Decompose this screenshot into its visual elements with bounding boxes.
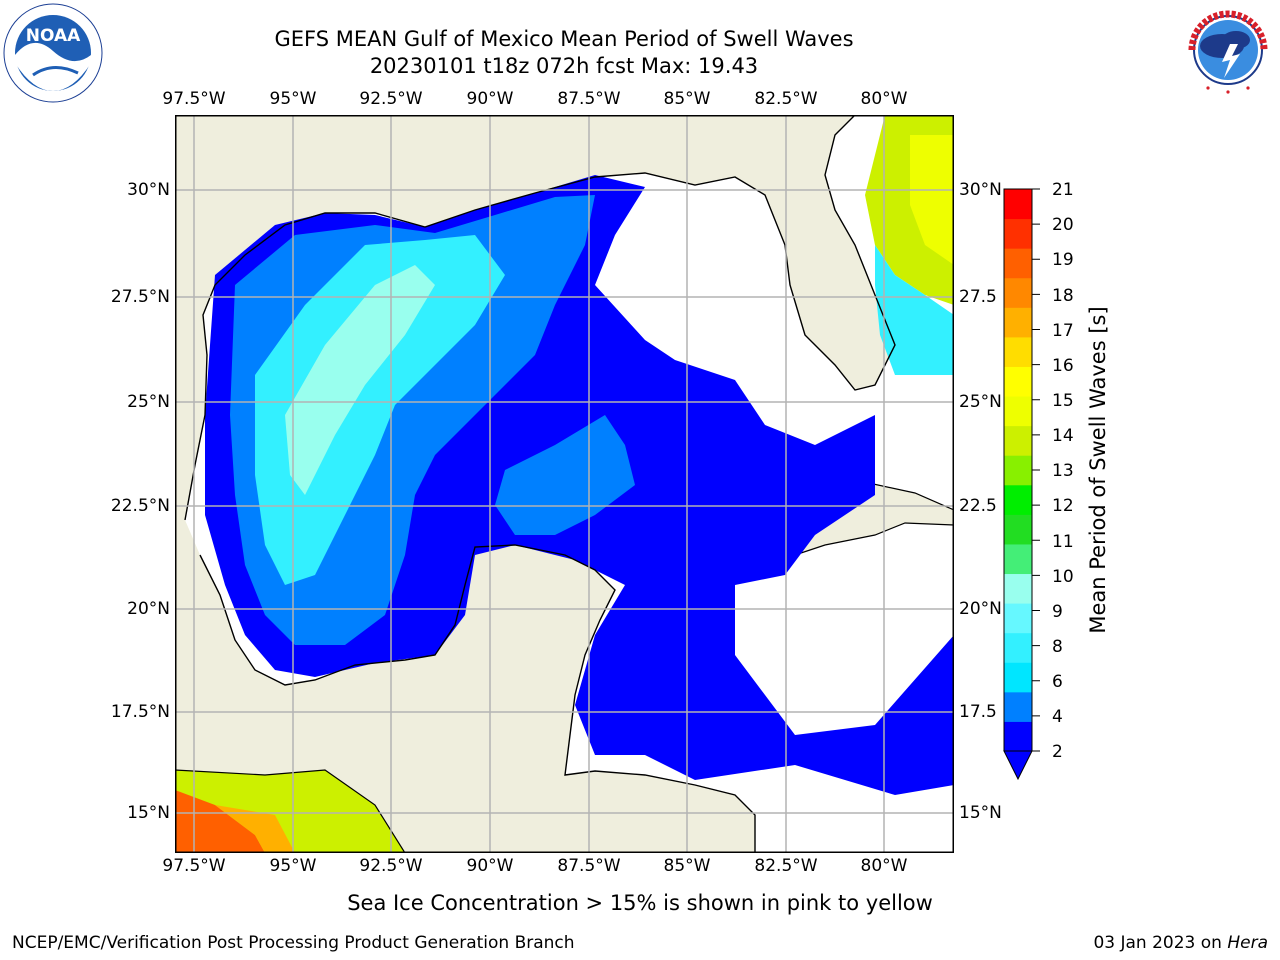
colorbar-extend-arrow [1003,750,1033,781]
colorbar-segment [1004,425,1032,456]
lon-tick-bottom: 92.5°W [359,856,423,876]
map-frame [175,115,954,853]
lon-tick-bottom: 80°W [860,856,908,876]
lat-tick-right: 22.5 [959,496,997,516]
svg-text:NOAA: NOAA [26,26,81,46]
colorbar-label: Mean Period of Swell Waves [s] [1086,306,1110,634]
colorbar-tick: 21 [1052,180,1074,200]
colorbar-tick: 4 [1052,707,1063,727]
lon-tick-top: 95°W [269,89,317,109]
colorbar-tick: 13 [1052,461,1074,481]
lon-tick-top: 97.5°W [162,89,226,109]
colorbar-segment [1004,691,1032,722]
atlantic-swell-inner [910,135,954,265]
lat-tick-left: 15°N [127,803,170,823]
colorbar-tick: 10 [1052,567,1074,587]
colorbar-tick: 20 [1052,215,1074,235]
colorbar-tick: 19 [1052,250,1074,270]
lat-tick-left: 25°N [127,392,170,412]
colorbar-segment [1004,248,1032,279]
colorbar-segment [1004,721,1032,752]
lon-tick-top: 82.5°W [754,89,818,109]
colorbar-segment [1004,632,1032,663]
coastline [184,115,896,521]
host-name: Hera [1227,933,1268,953]
noaa-logo: NOAA [3,3,103,103]
colorbar-segment [1004,484,1032,515]
lon-tick-bottom: 90°W [466,856,514,876]
map-title: GEFS MEAN Gulf of Mexico Mean Period of … [274,27,854,51]
pacific-swell-hot [175,790,265,853]
lon-tick-bottom: 87.5°W [557,856,621,876]
colorbar-tick: 9 [1052,602,1063,622]
lon-tick-bottom: 97.5°W [162,856,226,876]
map-subtitle: 20230101 t18z 072h fcst Max: 19.43 [369,54,759,78]
colorbar-segment [1004,543,1032,575]
colorbar-tick: 18 [1052,286,1074,306]
colorbar [1003,188,1040,781]
colorbar-segment [1004,307,1032,338]
gulf-of-mexico-map [175,115,954,853]
lon-tick-top: 85°W [663,89,711,109]
sea-ice-note: Sea Ice Concentration > 15% is shown in … [347,891,933,915]
colorbar-tick: 11 [1052,532,1074,552]
colorbar-segment [1004,396,1032,427]
lat-tick-right: 15°N [959,803,1002,823]
lon-tick-top: 92.5°W [359,89,423,109]
lat-tick-left: 20°N [127,599,170,619]
lat-tick-left: 27.5°N [110,287,170,307]
colorbar-segment [1004,573,1032,604]
colorbar-tick: 8 [1052,637,1063,657]
colorbar-segment [1004,662,1032,693]
colorbar-segment [1004,366,1032,397]
swell-band-4-6s-east [495,415,635,535]
colorbar-segment [1004,277,1032,308]
lat-tick-left: 30°N [127,180,170,200]
producer-credit: NCEP/EMC/Verification Post Processing Pr… [12,933,575,953]
lat-tick-right: 25°N [959,392,1002,412]
lon-tick-top: 80°W [860,89,908,109]
colorbar-segment [1004,336,1032,367]
lat-tick-right: 27.5 [959,287,997,307]
graticule [175,115,954,853]
lon-tick-bottom: 82.5°W [754,856,818,876]
run-date-stamp: 03 Jan 2023 on Hera [1093,933,1268,953]
colorbar-tick: 6 [1052,672,1063,692]
coastline-pacific [175,769,406,853]
colorbar-segment [1004,455,1032,486]
colorbar-tick: 2 [1052,742,1063,762]
colorbar-tick: 12 [1052,496,1074,516]
lon-tick-bottom: 95°W [269,856,317,876]
nws-logo [1180,2,1276,98]
colorbar-segment [1004,218,1032,249]
lon-tick-bottom: 85°W [663,856,711,876]
colorbar-tick: 17 [1052,321,1074,341]
lat-tick-right: 17.5 [959,702,997,722]
lon-tick-top: 90°W [466,89,514,109]
colorbar-tick: 15 [1052,391,1074,411]
coastline-yucatan [199,544,756,853]
lat-tick-right: 20°N [959,599,1002,619]
lat-tick-right: 30°N [959,180,1002,200]
colorbar-tick: 16 [1052,356,1074,376]
lat-tick-left: 22.5°N [110,496,170,516]
colorbar-segment [1004,514,1032,545]
colorbar-segment [1004,603,1032,634]
lat-tick-left: 17.5°N [110,702,170,722]
swell-band-6-8s [255,235,505,585]
swell-band-8-9s [285,265,435,495]
lon-tick-top: 87.5°W [557,89,621,109]
pacific-swell-warm [215,805,295,853]
colorbar-segment [1004,189,1032,220]
colorbar-tick: 14 [1052,426,1074,446]
